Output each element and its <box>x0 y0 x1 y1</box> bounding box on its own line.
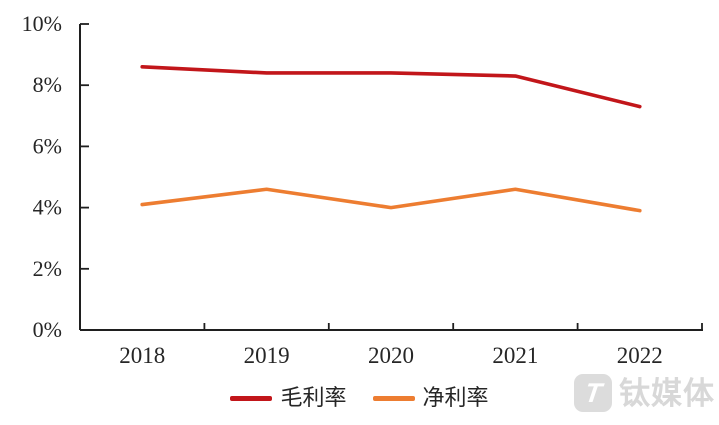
y-tick-label: 2% <box>33 256 62 281</box>
y-tick-label: 8% <box>33 72 62 97</box>
x-tick-label: 2021 <box>492 343 538 368</box>
x-tick-label: 2020 <box>368 343 414 368</box>
y-tick-label: 4% <box>33 195 62 220</box>
tmtpost-logo-icon: T <box>574 374 612 412</box>
net-margin-line <box>140 187 642 213</box>
y-tick-label: 0% <box>33 317 62 342</box>
x-tick-label: 2019 <box>244 343 290 368</box>
tmtpost-logo-glyph: T <box>582 377 604 408</box>
gross-margin-line <box>140 65 642 109</box>
y-tick-label: 10% <box>22 11 62 36</box>
y-tick-label: 6% <box>33 133 62 158</box>
legend-swatch-gross-margin <box>230 395 273 401</box>
legend-item-gross-margin: 毛利率 <box>230 385 347 410</box>
chart-legend: 毛利率 净利率 <box>0 387 719 409</box>
tmtpost-watermark: T 钛媒体 <box>574 374 715 412</box>
x-tick-label: 2018 <box>119 343 165 368</box>
legend-label-net-margin: 净利率 <box>422 385 489 410</box>
legend-label-gross-margin: 毛利率 <box>280 385 347 410</box>
legend-item-net-margin: 净利率 <box>372 385 489 410</box>
watermark-text: 钛媒体 <box>619 375 715 411</box>
x-tick-label: 2022 <box>617 343 663 368</box>
legend-swatch-net-margin <box>372 395 415 401</box>
